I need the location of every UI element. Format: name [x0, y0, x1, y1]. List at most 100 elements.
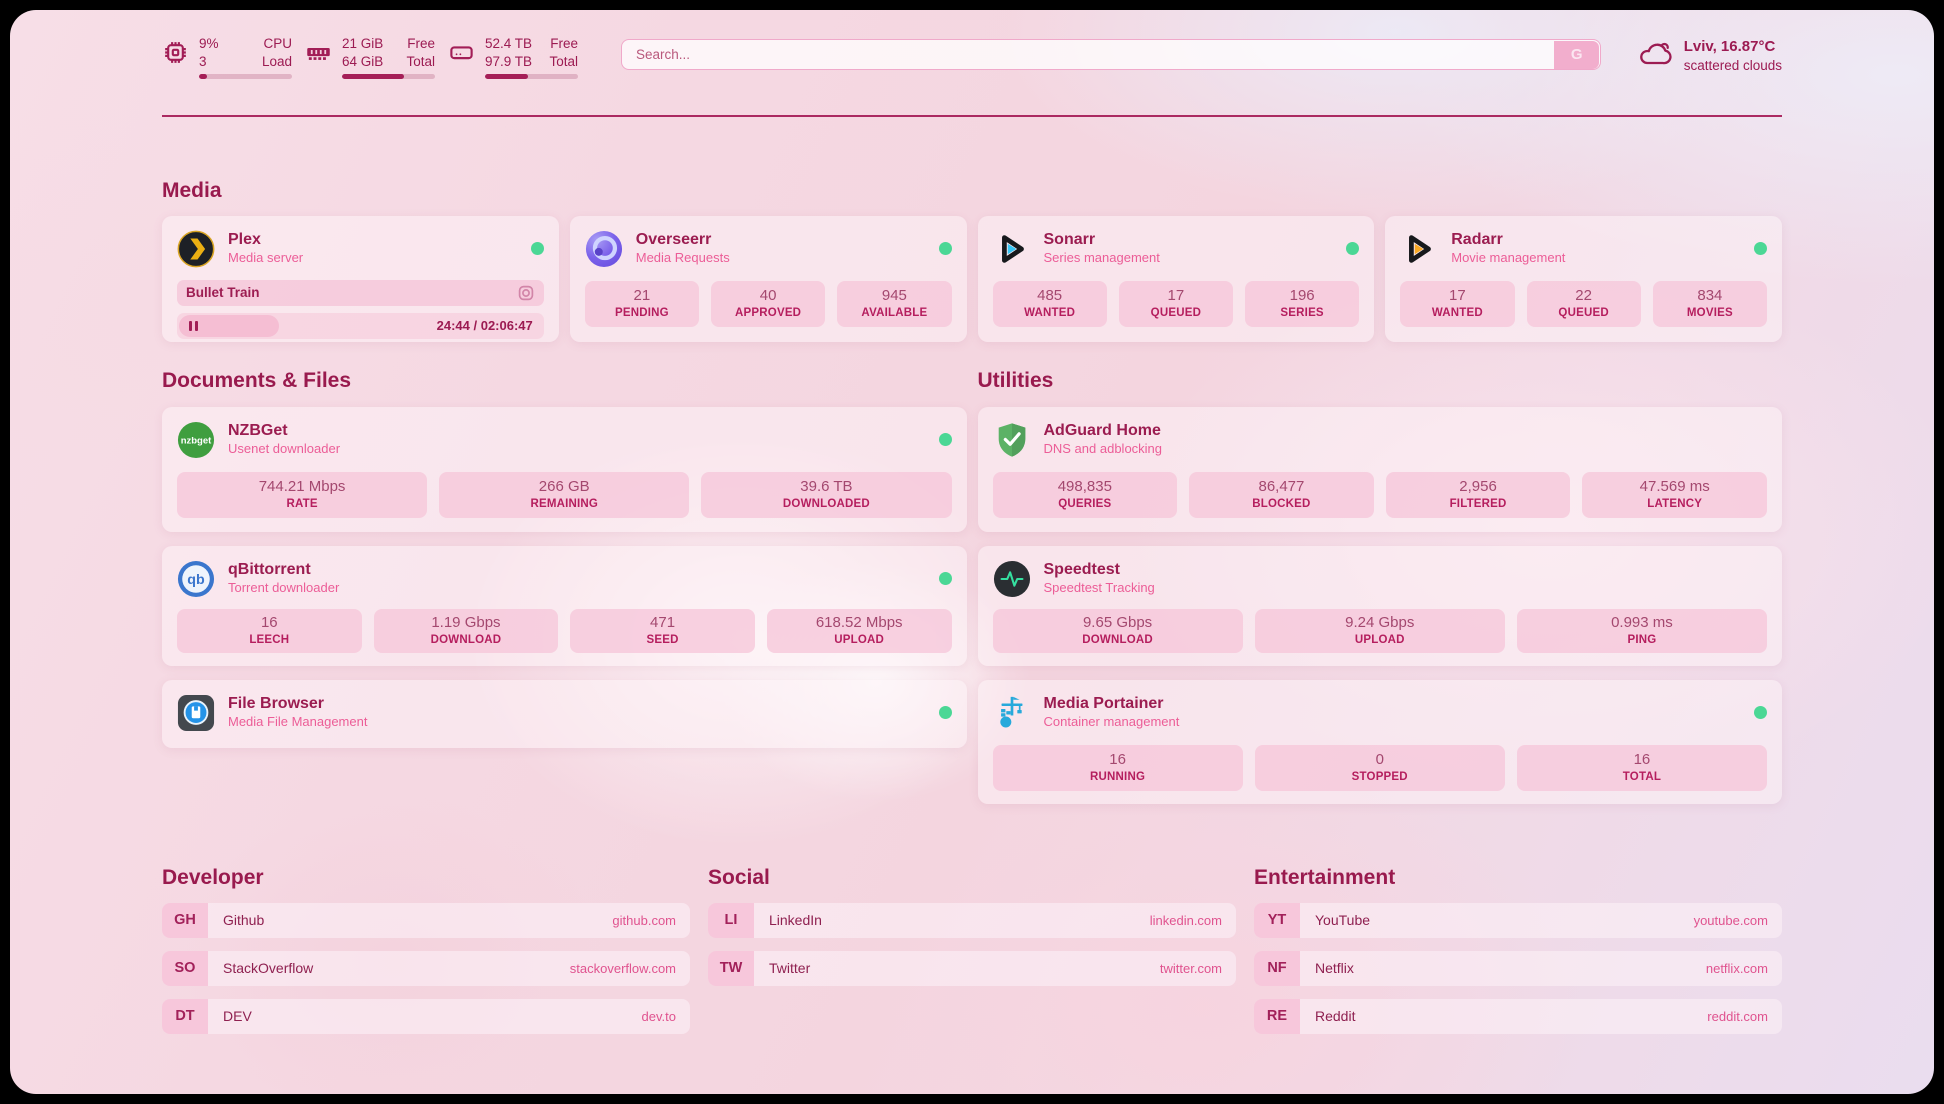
bookmark-youtube[interactable]: YT YouTube youtube.com — [1254, 902, 1782, 938]
disk-total-value: 97.9 TB — [485, 53, 533, 69]
nzbget-icon: nzbget — [177, 421, 215, 459]
sonarr-icon — [993, 230, 1031, 268]
ram-icon — [305, 39, 332, 66]
service-subtitle: Movie management — [1451, 250, 1566, 266]
stat-tile: 86,477 BLOCKED — [1189, 471, 1374, 518]
bookmark-url: netflix.com — [1705, 960, 1768, 976]
stat-tile: 485 WANTED — [992, 280, 1107, 327]
status-dot — [938, 706, 952, 719]
service-name: AdGuard Home — [1043, 422, 1161, 440]
service-subtitle: Speedtest Tracking — [1043, 580, 1155, 596]
cpu-usage-value: 9% — [199, 36, 219, 51]
service-subtitle: DNS and adblocking — [1043, 441, 1163, 457]
bookmark-netflix[interactable]: NF Netflix netflix.com — [1254, 950, 1782, 986]
bookmark-name: Twitter — [769, 960, 811, 976]
disk-free-value: 52.4 TB — [485, 36, 533, 51]
speedtest-icon — [993, 560, 1031, 598]
service-name: qBittorrent — [228, 561, 311, 579]
stat-tile: 834 MOVIES — [1652, 280, 1767, 327]
bookmark-name: Reddit — [1315, 1008, 1356, 1024]
stat-tile: 2,956 FILTERED — [1385, 471, 1571, 518]
memory-progress-bar — [342, 74, 435, 80]
filebrowser-icon — [177, 694, 215, 732]
service-card-portainer[interactable]: Media Portainer Container management 16 … — [977, 679, 1782, 804]
stat-tile: 498,835 QUERIES — [992, 471, 1178, 518]
bookmark-reddit[interactable]: RE Reddit reddit.com — [1254, 998, 1782, 1034]
cpu-icon — [162, 39, 189, 66]
memory-free-value: 21 GiB — [342, 36, 384, 51]
bookmark-abbr: GH — [162, 902, 208, 938]
service-card-radarr[interactable]: Radarr Movie management 17 WANTED 22 QUE… — [1385, 215, 1782, 342]
weather-location-temp: Lviv, 16.87°C — [1683, 38, 1776, 55]
section-title-media: Media — [162, 178, 222, 202]
stat-tile: 16 RUNNING — [992, 744, 1243, 791]
bookmarks-developer: Developer GH Github github.com SO StackO… — [162, 866, 690, 1034]
cast-icon[interactable] — [517, 284, 535, 302]
section-title-developer: Developer — [162, 865, 264, 889]
service-card-qbittorrent[interactable]: qb qBittorrent Torrent downloader 16 LEE… — [162, 545, 967, 666]
bookmark-abbr: SO — [162, 950, 208, 986]
service-card-adguard[interactable]: AdGuard Home DNS and adblocking 498,835 … — [977, 406, 1782, 532]
bookmark-url: dev.to — [641, 1008, 676, 1024]
section-title-documents: Documents & Files — [162, 368, 352, 392]
cpu-load-label: Load — [261, 53, 292, 69]
disk-icon — [448, 39, 475, 66]
search-bar: G — [621, 39, 1601, 70]
status-dot — [938, 242, 952, 255]
service-subtitle: Media server — [228, 250, 304, 266]
service-subtitle: Media File Management — [228, 714, 368, 730]
cpu-progress-bar — [199, 74, 292, 80]
stat-tile: 16 LEECH — [177, 608, 362, 653]
playback-time: 24:44 / 02:06:47 — [436, 318, 533, 333]
service-card-plex[interactable]: Plex Media server Bullet Train 24 — [162, 215, 559, 342]
radarr-icon — [1400, 230, 1438, 268]
stat-tile: 618.52 Mbps UPLOAD — [766, 608, 952, 653]
pause-button[interactable] — [179, 314, 279, 337]
service-name: Radarr — [1451, 231, 1503, 249]
now-playing-row: Bullet Train — [177, 279, 544, 306]
stat-tile: 16 TOTAL — [1516, 744, 1767, 791]
bookmark-stackoverflow[interactable]: SO StackOverflow stackoverflow.com — [162, 950, 690, 986]
documents-column: Documents & Files nzbget NZBGet Usenet d… — [162, 369, 967, 748]
bookmark-url: linkedin.com — [1149, 912, 1222, 928]
service-name: NZBGet — [228, 422, 288, 440]
stat-tile: 945 AVAILABLE — [837, 280, 952, 327]
service-subtitle: Series management — [1043, 250, 1160, 266]
service-card-overseerr[interactable]: Overseerr Media Requests 21 PENDING 40 A… — [569, 215, 967, 342]
memory-free-label: Free — [407, 36, 435, 51]
search-engine-button[interactable]: G — [1554, 40, 1600, 69]
disk-free-label: Free — [550, 36, 578, 51]
bookmark-abbr: DT — [162, 998, 208, 1034]
service-subtitle: Media Requests — [635, 250, 730, 266]
bookmark-dev[interactable]: DT DEV dev.to — [162, 998, 690, 1034]
qbittorrent-icon: qb — [177, 560, 215, 598]
search-input[interactable] — [621, 39, 1601, 70]
bookmark-name: Netflix — [1315, 960, 1354, 976]
cloud-icon — [1637, 37, 1673, 76]
service-card-sonarr[interactable]: Sonarr Series management 485 WANTED 17 Q… — [977, 215, 1375, 342]
bookmark-url: stackoverflow.com — [569, 960, 676, 976]
stat-tile: 744.21 Mbps RATE — [177, 471, 428, 518]
bookmark-linkedin[interactable]: LI LinkedIn linkedin.com — [708, 902, 1236, 938]
service-subtitle: Torrent downloader — [228, 580, 340, 596]
bookmark-url: github.com — [612, 912, 676, 928]
service-name: Sonarr — [1043, 231, 1096, 249]
section-title-social: Social — [708, 865, 770, 889]
bookmark-url: youtube.com — [1693, 912, 1768, 928]
bookmark-github[interactable]: GH Github github.com — [162, 902, 690, 938]
plex-icon — [177, 230, 215, 268]
service-name: Media Portainer — [1043, 695, 1164, 713]
service-card-filebrowser[interactable]: File Browser Media File Management — [162, 679, 967, 748]
stat-tile: 17 WANTED — [1400, 280, 1515, 327]
status-dot — [530, 242, 544, 255]
media-grid: Plex Media server Bullet Train 24 — [162, 215, 1782, 342]
service-card-nzbget[interactable]: nzbget NZBGet Usenet downloader 744.21 M… — [162, 406, 967, 532]
svg-text:nzbget: nzbget — [181, 435, 212, 446]
bookmark-name: StackOverflow — [223, 960, 314, 976]
status-dot — [1754, 706, 1767, 719]
service-card-speedtest[interactable]: Speedtest Speedtest Tracking 9.65 Gbps D… — [977, 545, 1782, 666]
bookmarks-entertainment: Entertainment YT YouTube youtube.com NF … — [1254, 866, 1782, 1034]
stat-tile: 9.24 Gbps UPLOAD — [1254, 608, 1505, 653]
bookmark-name: Github — [223, 912, 265, 928]
bookmark-twitter[interactable]: TW Twitter twitter.com — [708, 950, 1236, 986]
